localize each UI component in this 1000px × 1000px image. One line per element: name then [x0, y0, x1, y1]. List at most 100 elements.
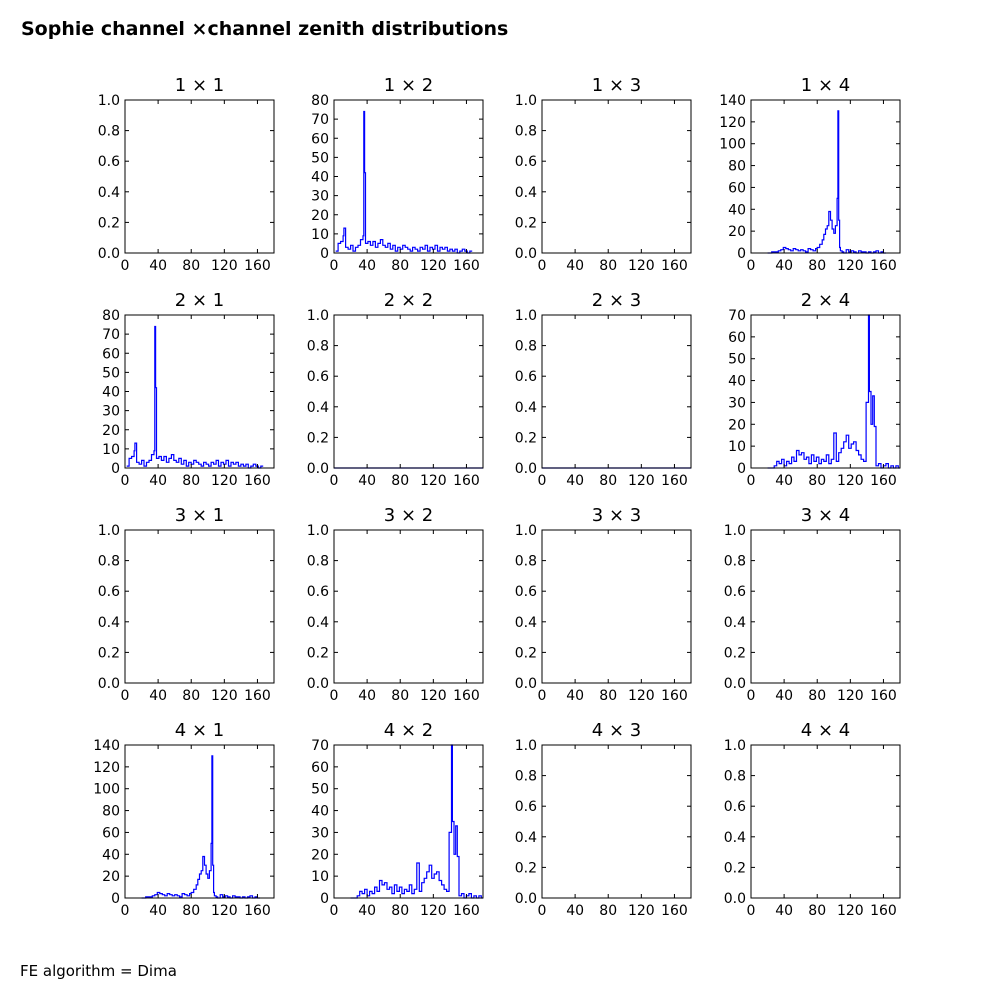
subplot-title: 3 × 1 [175, 505, 224, 526]
y-tick-label: 1.0 [98, 93, 120, 109]
x-tick-label: 80 [808, 903, 826, 919]
y-tick-label: 70 [102, 327, 120, 343]
x-tick-label: 40 [149, 473, 167, 489]
y-tick-label: 0.4 [515, 830, 537, 846]
y-tick-label: 0.2 [724, 645, 746, 661]
y-tick-label: 50 [311, 782, 329, 798]
y-tick-label: 0.6 [724, 799, 746, 815]
x-tick-label: 40 [775, 688, 793, 704]
x-tick-label: 80 [182, 473, 200, 489]
axes-frame [750, 99, 901, 254]
subplot-4x1: 4 × 1 0 40 80 120 160 0 20 40 60 80 100 120 140 [93, 720, 275, 919]
x-tick-label: 0 [121, 258, 130, 274]
x-tick-label: 80 [599, 473, 617, 489]
y-tick-label: 1.0 [515, 738, 537, 754]
subplot-title: 1 × 2 [384, 75, 433, 96]
y-tick-label: 120 [719, 115, 746, 131]
y-tick-label: 0.6 [515, 799, 537, 815]
y-tick-label: 1.0 [515, 308, 537, 324]
y-tick-label: 70 [311, 112, 329, 128]
x-tick-label: 80 [391, 473, 409, 489]
y-tick-label: 100 [93, 782, 120, 798]
y-tick-label: 80 [102, 804, 120, 820]
axes-frame [124, 314, 275, 469]
axes-frame [333, 99, 484, 254]
x-tick-label: 120 [628, 473, 655, 489]
y-tick-label: 0.4 [515, 615, 537, 631]
subplot-4x4: 4 × 4 0 40 80 120 160 0.0 0.2 0.4 0.6 0.8 1.0 [724, 720, 901, 919]
y-tick-label: 0.4 [307, 615, 329, 631]
subplot-title: 4 × 4 [801, 720, 850, 741]
y-tick-label: 80 [102, 308, 120, 324]
y-tick-label: 0.6 [98, 584, 120, 600]
x-tick-label: 80 [391, 903, 409, 919]
y-tick-label: 40 [728, 202, 746, 218]
y-tick-label: 70 [311, 738, 329, 754]
x-tick-label: 80 [182, 903, 200, 919]
x-tick-label: 0 [747, 258, 756, 274]
y-tick-label: 20 [728, 224, 746, 240]
y-tick-label: 0.6 [515, 154, 537, 170]
x-tick-label: 160 [244, 473, 271, 489]
y-tick-label: 0.0 [724, 891, 746, 907]
subplot-title: 4 × 3 [592, 720, 641, 741]
x-tick-label: 0 [747, 473, 756, 489]
subplot-title: 3 × 3 [592, 505, 641, 526]
y-tick-label: 0.0 [515, 676, 537, 692]
y-tick-label: 60 [728, 180, 746, 196]
y-tick-label: 20 [728, 417, 746, 433]
subplot-title: 2 × 2 [384, 290, 433, 311]
y-tick-label: 0.2 [515, 645, 537, 661]
x-tick-label: 120 [211, 903, 238, 919]
y-tick-label: 60 [102, 346, 120, 362]
y-tick-label: 0.8 [724, 769, 746, 785]
x-tick-label: 120 [837, 258, 864, 274]
y-tick-label: 1.0 [307, 308, 329, 324]
y-tick-label: 0.0 [98, 246, 120, 262]
y-tick-label: 10 [311, 869, 329, 885]
y-tick-label: 20 [311, 847, 329, 863]
y-tick-label: 1.0 [515, 523, 537, 539]
x-tick-label: 0 [538, 688, 547, 704]
subplot-title: 1 × 4 [801, 75, 850, 96]
subplot-4x3: 4 × 3 0 40 80 120 160 0.0 0.2 0.4 0.6 0.8 1.0 [515, 720, 692, 919]
y-tick-label: 60 [102, 825, 120, 841]
y-tick-label: 0 [320, 891, 329, 907]
axes-frame [333, 529, 484, 684]
histogram-line [141, 755, 260, 899]
subplot-title: 1 × 1 [175, 75, 224, 96]
x-tick-label: 40 [566, 473, 584, 489]
subplot-title: 2 × 3 [592, 290, 641, 311]
y-tick-label: 80 [311, 93, 329, 109]
histogram-line [767, 110, 886, 254]
x-tick-label: 160 [870, 258, 897, 274]
x-tick-label: 160 [453, 258, 480, 274]
x-tick-label: 40 [566, 903, 584, 919]
axes-frame [541, 99, 692, 254]
x-tick-label: 160 [244, 903, 271, 919]
y-tick-label: 40 [311, 170, 329, 186]
x-tick-label: 160 [244, 258, 271, 274]
x-tick-label: 0 [538, 903, 547, 919]
y-tick-label: 30 [102, 404, 120, 420]
x-tick-label: 0 [747, 688, 756, 704]
y-tick-label: 0.6 [515, 584, 537, 600]
axes-frame [750, 314, 901, 469]
y-tick-label: 0.2 [515, 215, 537, 231]
subplot-title: 1 × 3 [592, 75, 641, 96]
x-tick-label: 0 [538, 258, 547, 274]
y-tick-label: 0.4 [515, 400, 537, 416]
subplot-title: 3 × 4 [801, 505, 850, 526]
y-tick-label: 100 [719, 137, 746, 153]
y-tick-label: 30 [728, 395, 746, 411]
x-tick-label: 160 [453, 473, 480, 489]
y-tick-label: 0.4 [515, 185, 537, 201]
y-tick-label: 0.6 [724, 584, 746, 600]
x-tick-label: 80 [808, 688, 826, 704]
y-tick-label: 0.6 [307, 584, 329, 600]
x-tick-label: 80 [182, 258, 200, 274]
y-tick-label: 50 [728, 352, 746, 368]
y-tick-label: 30 [311, 189, 329, 205]
y-tick-label: 0.8 [307, 339, 329, 355]
axes-frame [333, 314, 484, 469]
